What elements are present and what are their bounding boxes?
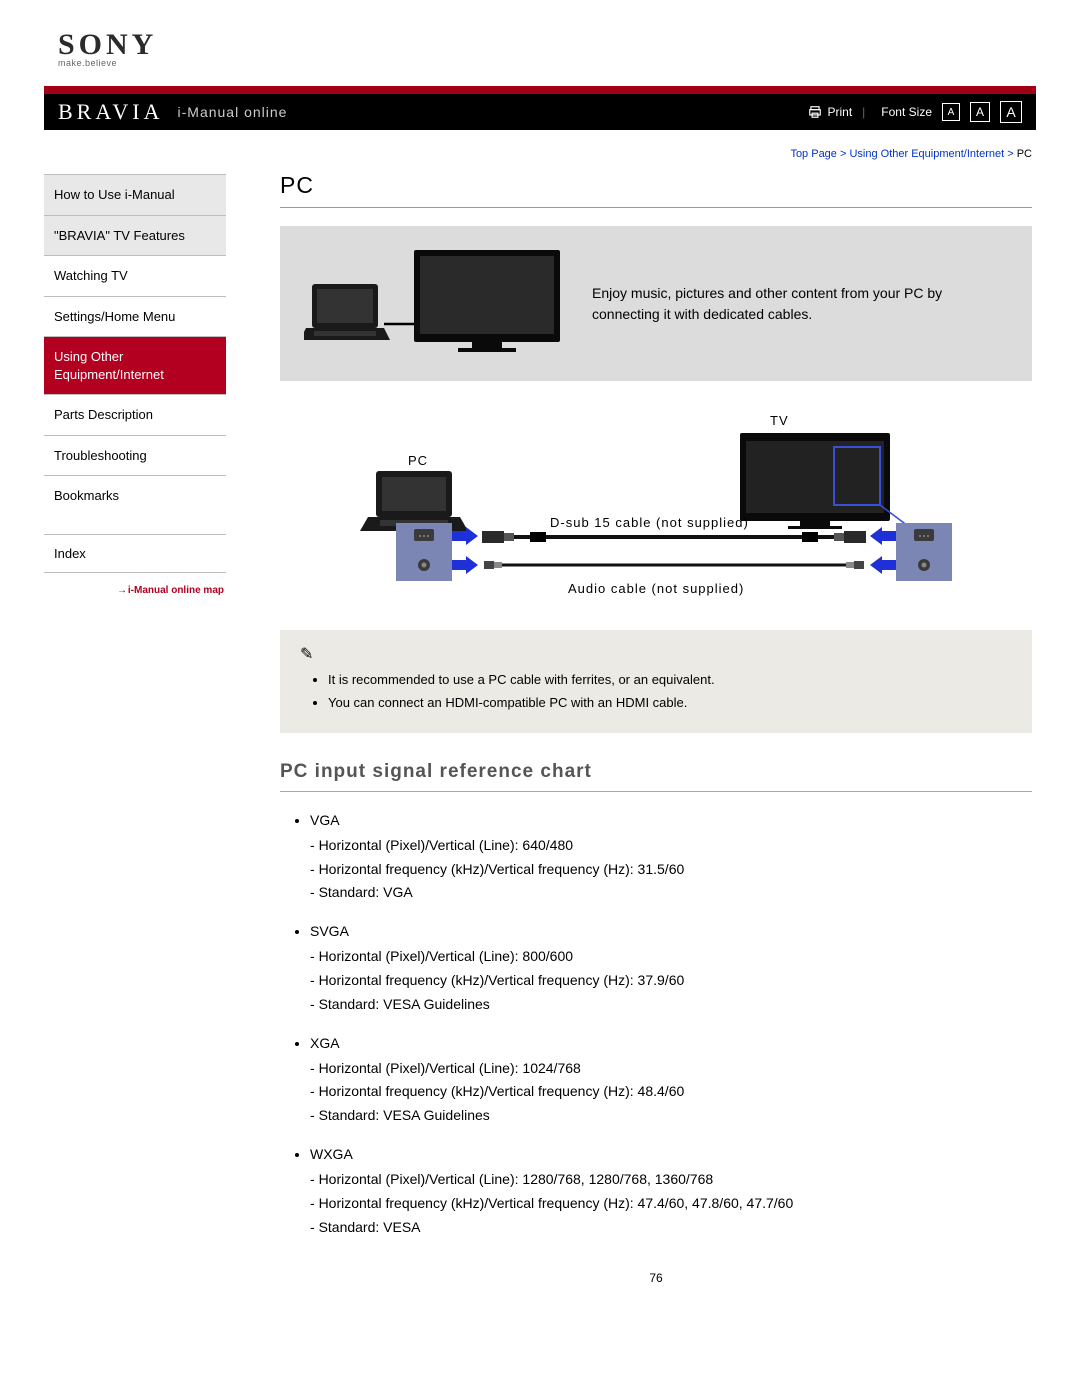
hero-panel: Enjoy music, pictures and other content … <box>280 226 1032 381</box>
signal-name: SVGA <box>310 923 349 939</box>
crumb-top[interactable]: Top Page <box>790 148 836 160</box>
pc-label: PC <box>408 453 428 468</box>
sidebar-item-troubleshooting[interactable]: Troubleshooting <box>44 435 226 476</box>
signal-line: Horizontal frequency (kHz)/Vertical freq… <box>310 858 1032 882</box>
print-button[interactable]: Print <box>808 105 852 119</box>
sidebar-map-link[interactable]: i-Manual online map <box>44 573 226 608</box>
sidebar-item-bookmarks[interactable]: Bookmarks <box>44 475 226 516</box>
page-title: PC <box>280 172 1032 208</box>
sidebar-item-parts[interactable]: Parts Description <box>44 394 226 435</box>
sidebar-item-watching[interactable]: Watching TV <box>44 255 226 296</box>
font-size-large[interactable]: A <box>1000 101 1022 123</box>
signal-line: Horizontal frequency (kHz)/Vertical freq… <box>310 969 1032 993</box>
signal-line: Standard: VESA <box>310 1216 1032 1240</box>
signal-line: Horizontal frequency (kHz)/Vertical freq… <box>310 1192 1032 1216</box>
breadcrumb: Top Page > Using Other Equipment/Interne… <box>280 138 1032 172</box>
signal-line: Standard: VGA <box>310 881 1032 905</box>
signal-wxga: WXGA Horizontal (Pixel)/Vertical (Line):… <box>310 1146 1032 1239</box>
sidebar-index[interactable]: Index <box>44 534 226 573</box>
dsub-label: D-sub 15 cable (not supplied) <box>550 515 749 530</box>
sony-tagline: make.believe <box>58 58 1080 68</box>
header-subtitle: i-Manual online <box>178 104 288 120</box>
signal-line: Horizontal frequency (kHz)/Vertical freq… <box>310 1080 1032 1104</box>
sidebar-item-features[interactable]: "BRAVIA" TV Features <box>44 215 226 256</box>
font-size-medium[interactable]: A <box>970 102 990 122</box>
hero-illustration <box>304 246 564 361</box>
crumb-sep: > <box>1007 148 1016 160</box>
note-item: You can connect an HDMI-compatible PC wi… <box>328 691 1012 714</box>
signal-name: XGA <box>310 1035 340 1051</box>
sidebar-item-equipment[interactable]: Using Other Equipment/Internet <box>44 336 226 394</box>
logo-area: SONY make.believe <box>0 0 1080 86</box>
note-icon: ✎ <box>300 644 313 664</box>
connection-diagram: TV PC <box>280 405 1032 620</box>
audio-label: Audio cable (not supplied) <box>568 581 744 596</box>
signal-line: Standard: VESA Guidelines <box>310 1104 1032 1128</box>
print-icon <box>808 105 822 119</box>
font-size-small[interactable]: A <box>942 103 960 121</box>
notes-box: ✎ It is recommended to use a PC cable wi… <box>280 630 1032 733</box>
sony-logo: SONY <box>58 30 1080 60</box>
signal-line: Horizontal (Pixel)/Vertical (Line): 800/… <box>310 945 1032 969</box>
crumb-current: PC <box>1017 148 1032 160</box>
signal-list: VGA Horizontal (Pixel)/Vertical (Line): … <box>280 812 1032 1240</box>
signal-svga: SVGA Horizontal (Pixel)/Vertical (Line):… <box>310 923 1032 1016</box>
signal-xga: XGA Horizontal (Pixel)/Vertical (Line): … <box>310 1035 1032 1128</box>
tv-label: TV <box>770 413 789 428</box>
page-number: 76 <box>280 1257 1032 1315</box>
signal-line: Horizontal (Pixel)/Vertical (Line): 1280… <box>310 1168 1032 1192</box>
signal-name: WXGA <box>310 1146 353 1162</box>
signal-line: Standard: VESA Guidelines <box>310 993 1032 1017</box>
section-title: PC input signal reference chart <box>280 733 1032 792</box>
signal-line: Horizontal (Pixel)/Vertical (Line): 640/… <box>310 834 1032 858</box>
crumb-equipment[interactable]: Using Other Equipment/Internet <box>849 148 1004 160</box>
signal-vga: VGA Horizontal (Pixel)/Vertical (Line): … <box>310 812 1032 905</box>
sidebar-item-how-to[interactable]: How to Use i-Manual <box>44 174 226 215</box>
main-content: Top Page > Using Other Equipment/Interne… <box>226 138 1036 1315</box>
font-size-label: Font Size <box>881 105 932 119</box>
hero-text: Enjoy music, pictures and other content … <box>592 283 1008 325</box>
header-bar: BRAVIA i-Manual online Print | Font Size… <box>44 94 1036 130</box>
red-stripe <box>44 86 1036 94</box>
sidebar-item-settings[interactable]: Settings/Home Menu <box>44 296 226 337</box>
note-item: It is recommended to use a PC cable with… <box>328 668 1012 691</box>
print-label: Print <box>827 105 852 119</box>
bravia-brand: BRAVIA <box>58 99 164 125</box>
sidebar: How to Use i-Manual "BRAVIA" TV Features… <box>44 138 226 1315</box>
signal-name: VGA <box>310 812 340 828</box>
signal-line: Horizontal (Pixel)/Vertical (Line): 1024… <box>310 1057 1032 1081</box>
